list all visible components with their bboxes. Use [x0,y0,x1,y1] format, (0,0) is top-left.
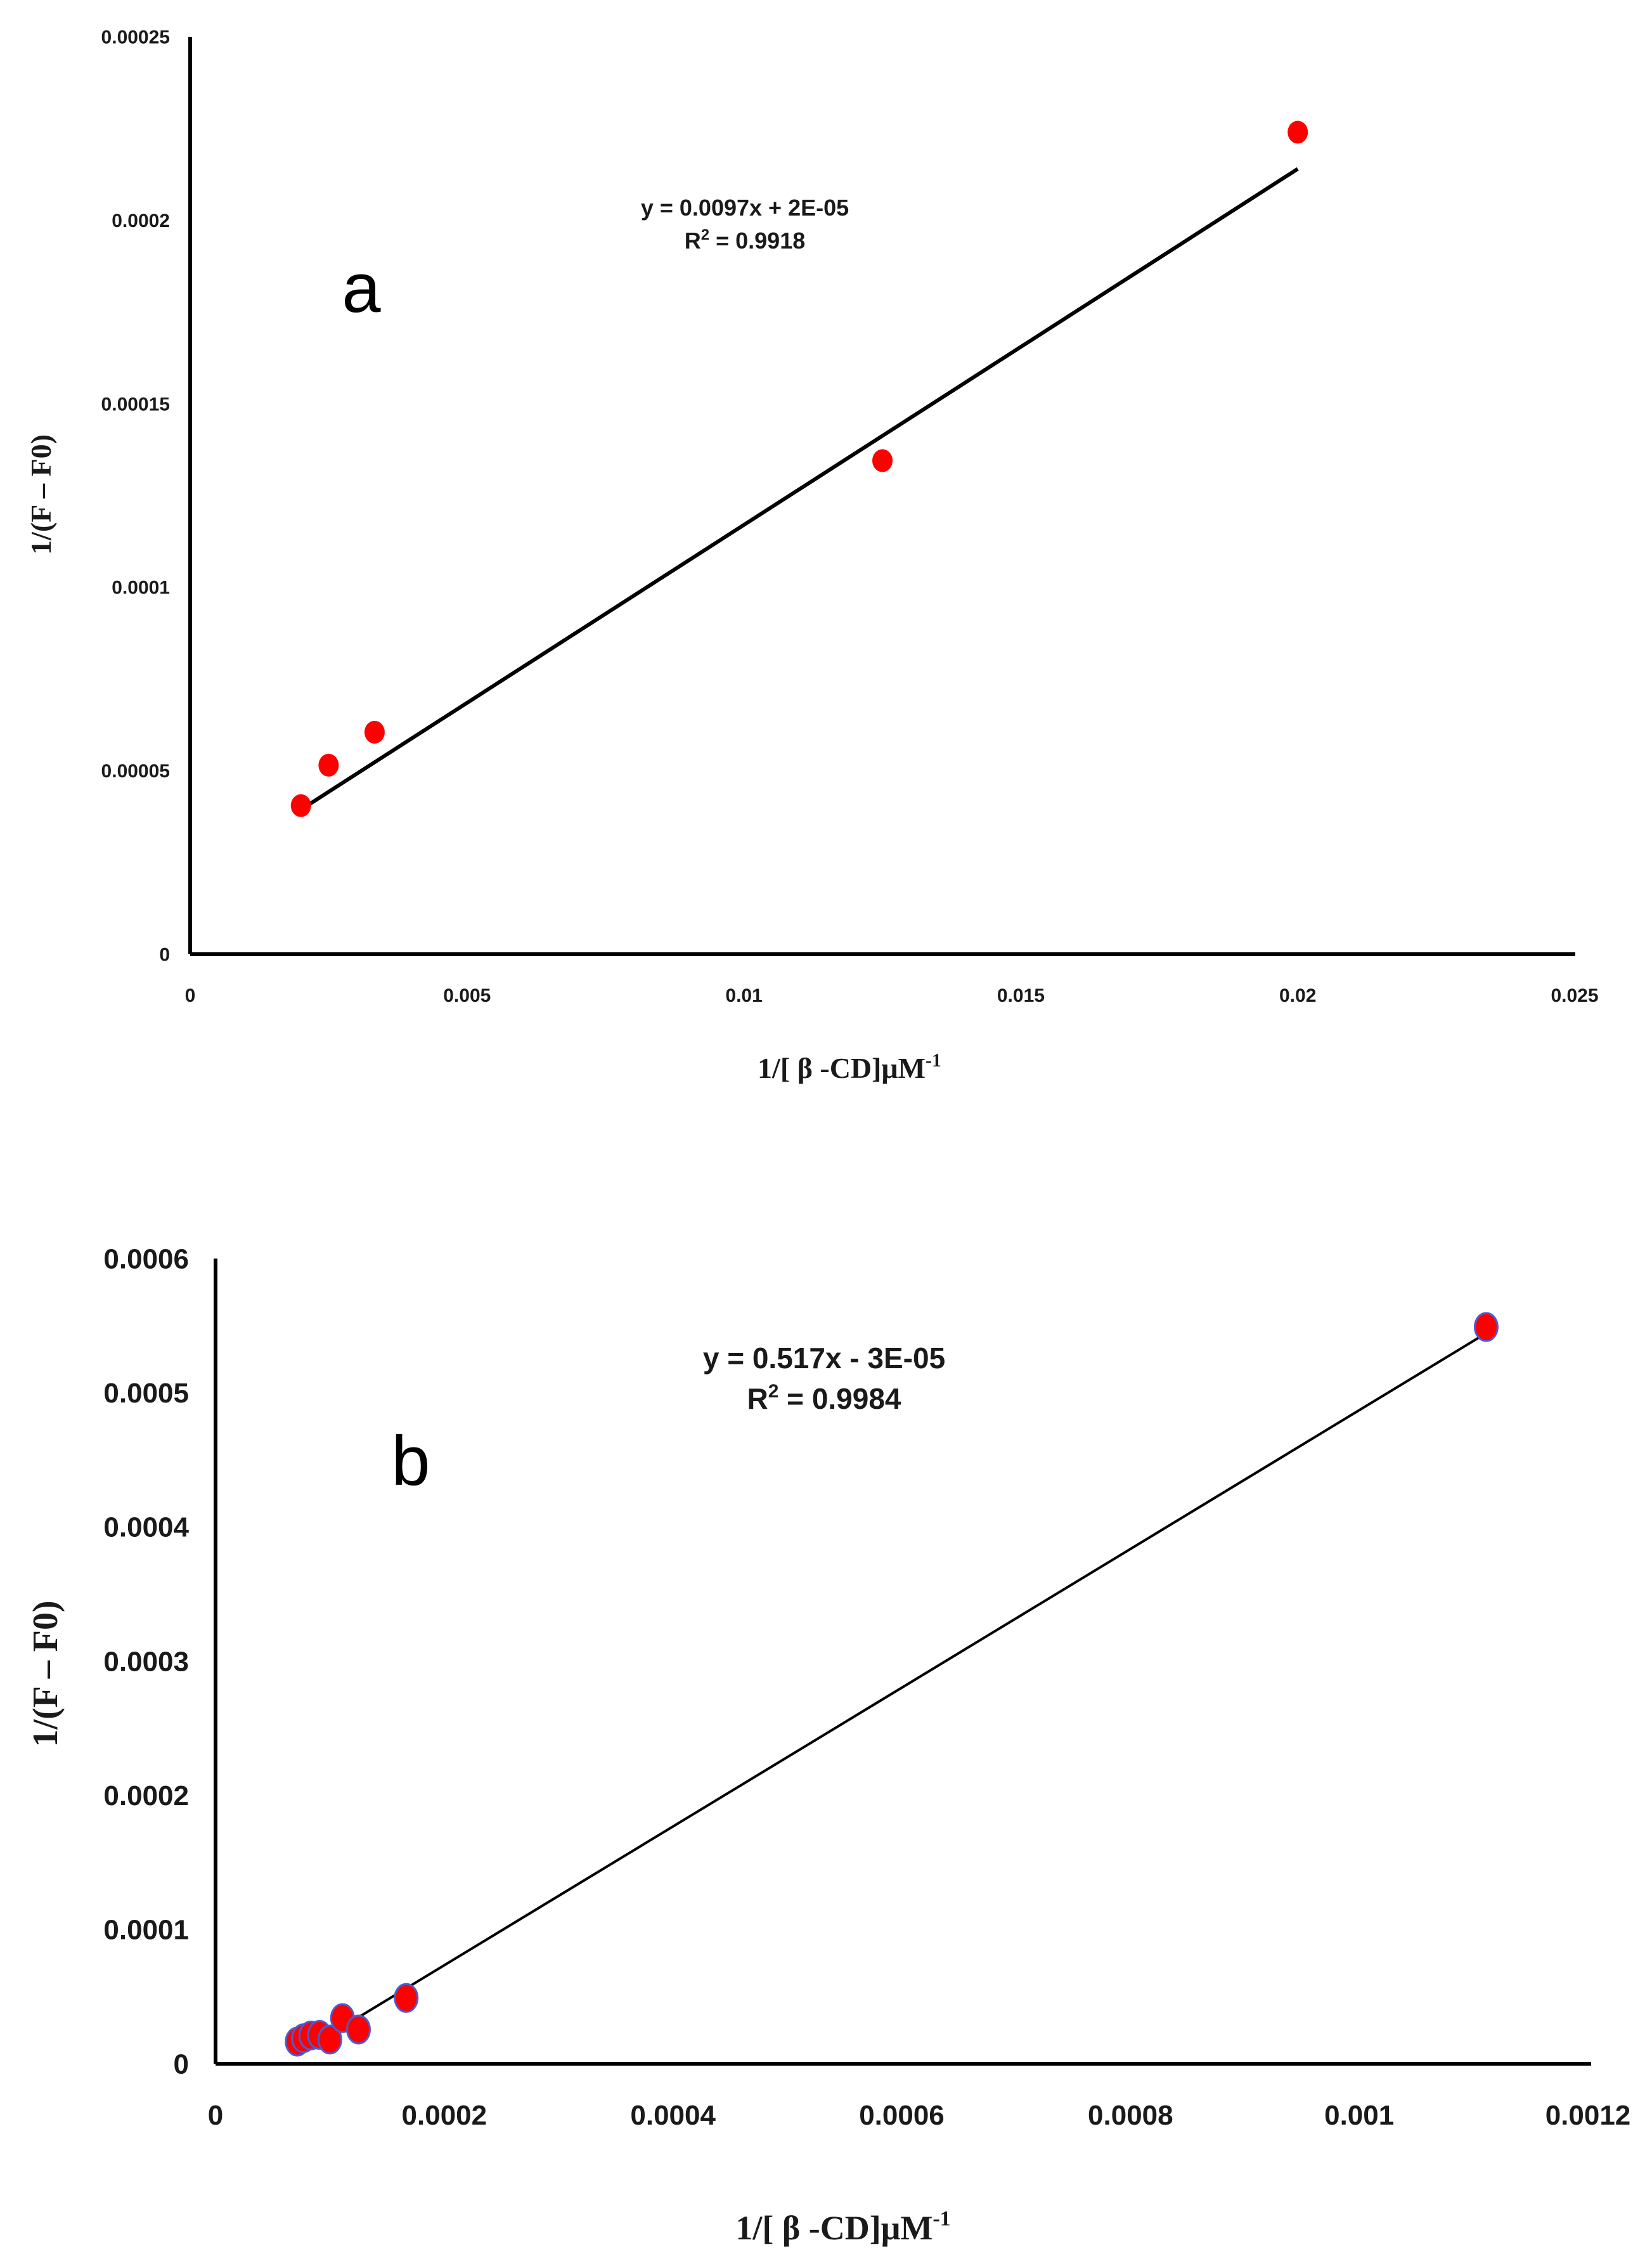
chart-b-x-tick-label: 0.0008 [1088,2100,1173,2131]
chart-b-x-tick-label: 0.001 [1324,2100,1394,2131]
chart-a-data-point [364,720,385,744]
chart-a-y-tick-label: 0.0001 [112,578,170,599]
chart-b-x-tick-label: 0.0006 [859,2100,945,2131]
chart-a-x-tick-label: 0 [185,985,196,1006]
chart-b-y-tick-label: 0.0003 [103,1646,189,1677]
chart-b-equation: y = 0.517x - 3E-05 [703,1342,945,1375]
chart-a: 0 0.00005 0.0001 0.00015 0.0002 0.00025 0 0.00… [25,27,1599,1085]
chart-b-r-squared: R2 = 0.9984 [747,1381,901,1415]
chart-a-y-tick-labels: 0 0.00005 0.0001 0.00015 0.0002 0.00025 [101,27,170,966]
chart-b-points [285,1312,1499,2057]
chart-b-trendline [296,1332,1487,2056]
chart-a-y-axis-title: 1/(F – F0) [25,434,57,555]
chart-a-x-tick-label: 0.005 [443,985,491,1006]
chart-b-y-tick-label: 0.0001 [103,1915,189,1946]
chart-a-y-tick-label: 0.00025 [101,27,170,48]
chart-a-y-tick-label: 0.00015 [101,394,170,415]
chart-b-y-tick-label: 0.0006 [103,1243,189,1274]
chart-b-x-tick-label: 0.0004 [630,2100,716,2131]
chart-a-x-tick-labels: 0 0.005 0.01 0.015 0.02 0.025 [185,985,1599,1006]
chart-a-y-tick-label: 0.00005 [101,761,170,782]
chart-a-panel-label: a [342,249,381,327]
chart-b-x-tick-label: 0.0002 [402,2100,487,2131]
chart-a-x-tick-label: 0.025 [1551,985,1598,1006]
chart-b-data-point [317,2024,342,2055]
chart-a-points [290,120,1308,817]
chart-a-trendline [300,167,1299,812]
chart-a-data-point [318,753,339,777]
chart-b-y-tick-label: 0.0005 [103,1378,189,1409]
chart-a-x-axis-title: 1/[ β -CD]μM-1 [758,1050,941,1084]
chart-b-x-axis-title: 1/[ β -CD]μM-1 [735,2207,950,2247]
chart-a-y-tick-label: 0 [159,945,170,966]
chart-a-x-tick-label: 0.015 [997,985,1045,1006]
chart-b-data-point [346,2014,371,2045]
chart-b-y-tick-labels: 0 0.0001 0.0002 0.0003 0.0004 0.0005 0.0006 [103,1243,189,2080]
chart-a-data-point [872,449,893,472]
chart-b-data-point [394,1983,419,2013]
chart-a-x-tick-label: 0.01 [725,985,762,1006]
chart-b-y-tick-label: 0.0002 [103,1780,189,1811]
chart-b-x-tick-label: 0 [208,2100,223,2131]
chart-a-data-point [1287,120,1308,144]
chart-b-panel-label: b [391,1422,430,1500]
chart-a-equation: y = 0.0097x + 2E-05 [641,195,849,221]
chart-b-y-axis-title: 1/(F – F0) [26,1600,65,1747]
chart-a-data-point [290,794,311,817]
chart-b-x-tick-labels: 0 0.0002 0.0004 0.0006 0.0008 0.001 0.0012 [208,2100,1631,2131]
chart-b-y-tick-label: 0 [174,2049,189,2080]
chart-a-y-tick-label: 0.0002 [112,210,170,231]
chart-b-data-point [1473,1312,1499,1342]
chart-a-x-tick-label: 0.02 [1279,985,1316,1006]
chart-b-x-tick-label: 0.0012 [1546,2100,1631,2131]
chart-a-r-squared: R2 = 0.9918 [685,226,806,254]
chart-b-y-tick-label: 0.0004 [103,1512,189,1543]
